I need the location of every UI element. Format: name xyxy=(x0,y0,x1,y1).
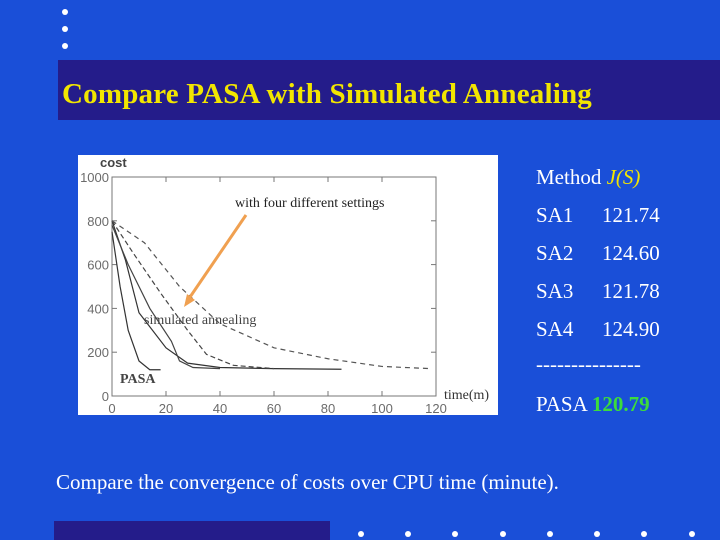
decor-dot xyxy=(641,531,647,537)
decor-dot xyxy=(62,26,68,32)
annotation-settings: with four different settings xyxy=(235,196,384,211)
series-line xyxy=(111,231,161,371)
convergence-figure: 0 20 40 60 80 100 120 0 200 400 600 800 1000 cost time… xyxy=(78,155,498,415)
y-tick-label: 0 xyxy=(102,389,109,404)
slide-caption: Compare the convergence of costs over CP… xyxy=(56,470,559,494)
decor-dot xyxy=(452,531,458,537)
y-tick-label: 400 xyxy=(87,301,109,316)
x-tick-label: 80 xyxy=(321,401,335,415)
decor-dot xyxy=(405,531,411,537)
row-value: 124.60 xyxy=(602,241,660,265)
decor-dot xyxy=(62,9,68,15)
y-tick-label: 800 xyxy=(87,214,109,229)
result-row: SA3 121.78 xyxy=(536,279,660,304)
y-tick-label: 200 xyxy=(87,345,109,360)
title-bar xyxy=(58,60,720,120)
series-line xyxy=(111,220,431,370)
header-j: J(S) xyxy=(606,165,641,189)
series-line xyxy=(111,224,221,370)
pasa-label: PASA xyxy=(536,392,587,416)
row-value: 121.74 xyxy=(602,203,660,227)
x-axis-label: time(m) xyxy=(444,388,489,403)
y-axis-label: cost xyxy=(100,155,127,170)
x-tick-label: 40 xyxy=(213,401,227,415)
y-tick-label: 1000 xyxy=(80,170,109,185)
annotation-pasa: PASA xyxy=(120,372,156,387)
slide-title: Compare PASA with Simulated Annealing xyxy=(62,78,593,110)
decor-dot xyxy=(594,531,600,537)
series-line xyxy=(111,220,275,370)
row-label: SA2 xyxy=(536,241,574,265)
row-label: SA3 xyxy=(536,279,574,303)
result-row: SA2 124.60 xyxy=(536,241,660,266)
results-separator: --------------- xyxy=(536,352,641,376)
row-label: SA4 xyxy=(536,317,574,341)
pasa-value: 120.79 xyxy=(591,392,650,416)
header-method: Method xyxy=(536,165,602,189)
x-tick-label: 60 xyxy=(267,401,281,415)
annotation-arrow xyxy=(186,214,248,301)
x-tick-label: 100 xyxy=(371,401,393,415)
annotation-simulated-annealing: simulated annealing xyxy=(144,313,256,328)
y-tick-label: 600 xyxy=(87,258,109,273)
x-tick-label: 20 xyxy=(159,401,173,415)
arrow-head xyxy=(184,294,195,307)
decor-dot xyxy=(547,531,553,537)
decor-dot xyxy=(358,531,364,537)
row-value: 124.90 xyxy=(602,317,660,341)
result-row: SA1 121.74 xyxy=(536,203,660,228)
row-value: 121.78 xyxy=(602,279,660,303)
x-tick-label: 120 xyxy=(425,401,447,415)
decor-dot xyxy=(62,43,68,49)
results-header: Method J(S) xyxy=(536,165,640,190)
decor-dot xyxy=(500,531,506,537)
x-tick-label: 0 xyxy=(108,401,115,415)
result-row: SA4 124.90 xyxy=(536,317,660,342)
row-label: SA1 xyxy=(536,203,574,227)
footer-bar xyxy=(54,521,330,540)
pasa-result-row: PASA 120.79 xyxy=(536,392,650,417)
decor-dot xyxy=(689,531,695,537)
